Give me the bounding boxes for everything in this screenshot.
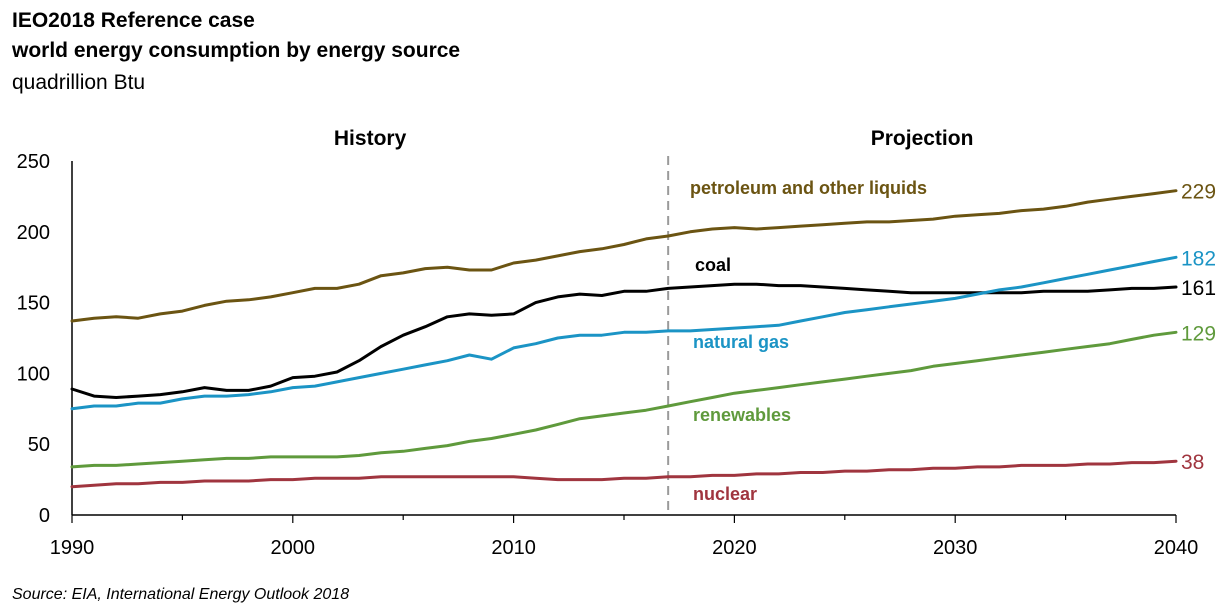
x-tick-label: 2030 [933, 537, 978, 559]
y-tick-label: 150 [17, 293, 50, 315]
chart-unit-subtitle: quadrillion Btu [12, 71, 146, 94]
y-tick-label: 0 [39, 505, 50, 527]
series-line-petroleum-and-other-liquids [70, 189, 1178, 323]
series-end-label: 161 [1181, 277, 1216, 300]
y-tick-label: 200 [17, 222, 50, 244]
y-tick-label: 250 [17, 151, 50, 173]
series-name-label: petroleum and other liquids [690, 178, 927, 198]
chart-title-line1: IEO2018 Reference case [12, 9, 255, 32]
x-tick-label: 2000 [271, 537, 316, 559]
history-label: History [334, 127, 407, 150]
y-tick-label: 50 [28, 434, 50, 456]
chart-title-line2: world energy consumption by energy sourc… [12, 39, 461, 62]
series-name-label: nuclear [693, 484, 757, 504]
projection-label: Projection [871, 127, 974, 150]
source-note: Source: EIA, International Energy Outloo… [12, 586, 350, 603]
series-end-label: 38 [1181, 451, 1204, 474]
series-line-nuclear [70, 459, 1178, 489]
x-tick-label: 1990 [50, 537, 95, 559]
x-tick-label: 2010 [491, 537, 536, 559]
series-name-label: natural gas [693, 332, 789, 352]
series-end-label: 129 [1181, 322, 1216, 345]
series-name-label: renewables [693, 405, 791, 425]
series-end-label: 182 [1181, 247, 1216, 270]
y-tick-label: 100 [17, 363, 50, 385]
x-tick-label: 2020 [712, 537, 757, 559]
series-name-label: coal [695, 255, 731, 275]
series-line-renewables [70, 330, 1178, 469]
x-tick-label: 2040 [1154, 537, 1199, 559]
series-end-label: 229 [1181, 181, 1216, 204]
series-line-natural-gas [70, 255, 1178, 411]
